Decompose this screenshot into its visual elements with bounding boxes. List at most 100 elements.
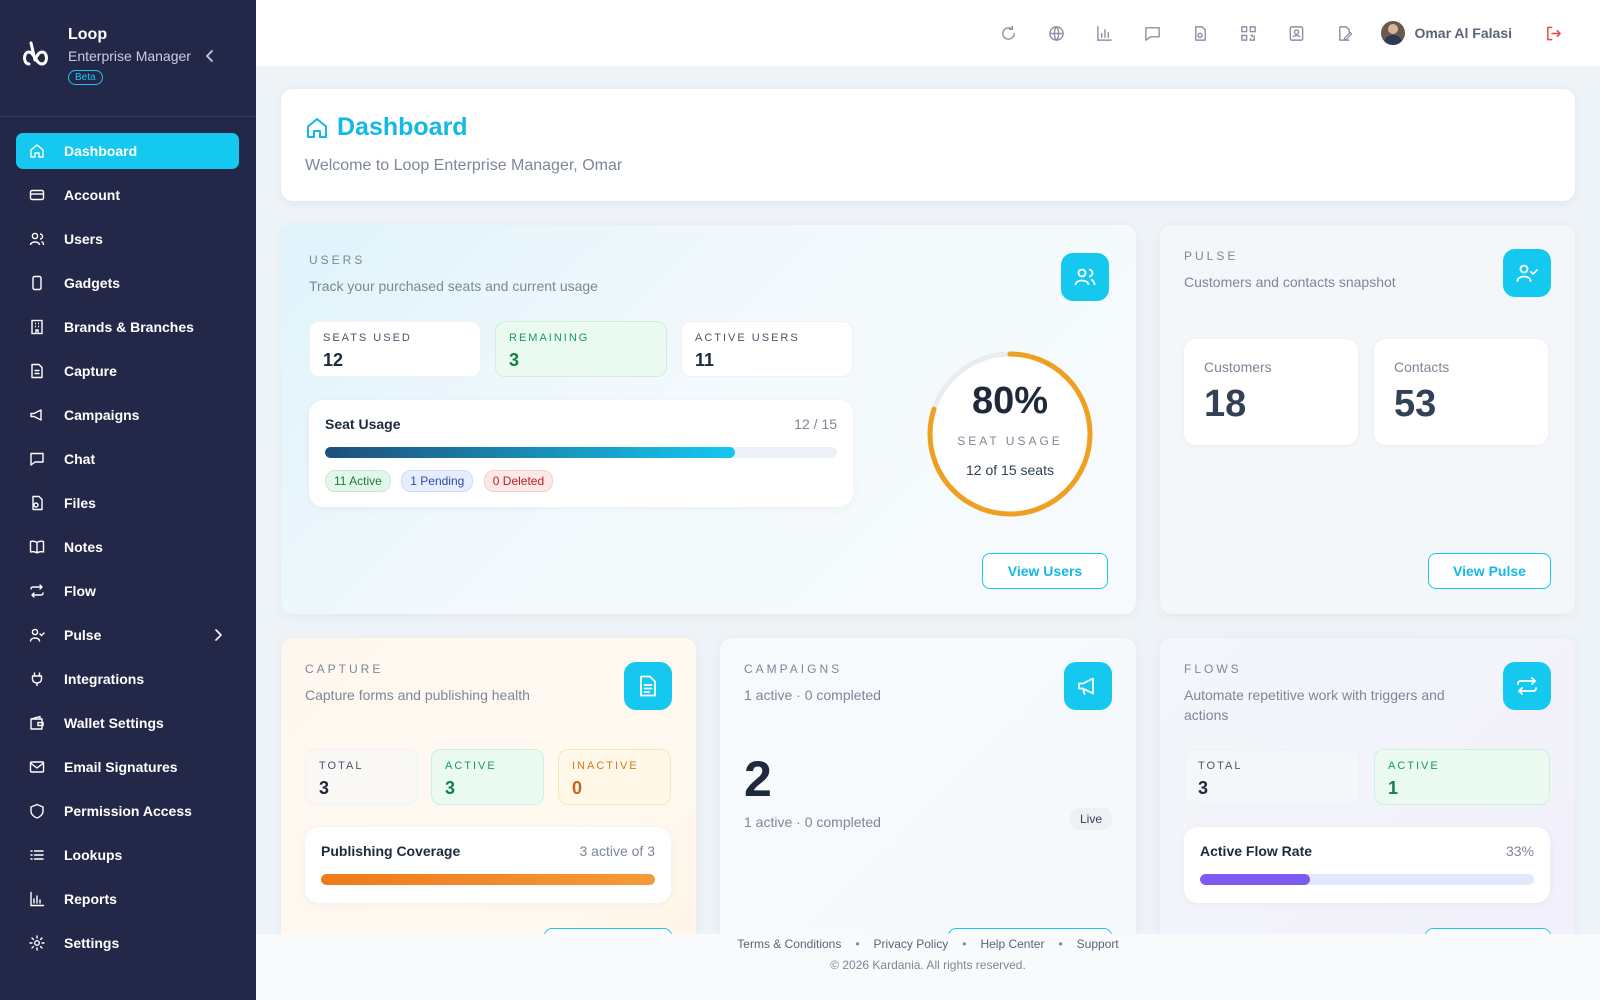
flows-subtitle: Automate repetitive work with triggers a… [1184,687,1445,723]
sidebar-item-settings[interactable]: Settings [16,925,239,961]
globe-icon[interactable] [1041,18,1071,48]
view-users-button[interactable]: View Users [982,553,1108,589]
sidebar-item-label: Brands & Branches [64,319,194,335]
megaphone-icon [28,406,46,424]
sidebar-item-label: Gadgets [64,275,121,291]
edit-icon[interactable] [1329,18,1359,48]
active-flow-rate-panel: Active Flow Rate 33% [1184,827,1550,903]
file-settings-icon[interactable] [1185,18,1215,48]
stat-value: 3 [319,778,330,798]
book-icon [28,538,46,556]
shield-icon [28,802,46,820]
remaining-stat: REMAINING 3 [495,321,667,377]
home-icon [28,142,46,160]
logout-icon[interactable] [1538,18,1568,48]
publishing-coverage-panel: Publishing Coverage 3 active of 3 [305,827,671,903]
sidebar-item-brands-branches[interactable]: Brands & Branches [16,309,239,345]
page-header: Dashboard Welcome to Loop Enterprise Man… [281,89,1575,201]
sidebar-item-label: Lookups [64,847,123,863]
seat-usage-track [325,447,837,458]
view-pulse-button[interactable]: View Pulse [1428,553,1551,589]
refresh-icon[interactable] [993,18,1023,48]
active-users-stat: ACTIVE USERS 11 [681,321,853,377]
users-subtitle: Track your purchased seats and current u… [309,278,598,294]
flows-card-icon [1503,662,1551,710]
sidebar-item-reports[interactable]: Reports [16,881,239,917]
sidebar-item-label: Campaigns [64,407,140,423]
stat-label: TOTAL [319,760,364,772]
contacts-value: 53 [1394,383,1437,425]
chart-icon [28,890,46,908]
flows-kicker: FLOWS [1184,662,1242,676]
campaigns-total: 2 [744,751,772,807]
flow-rate-title: Active Flow Rate [1200,843,1313,859]
avatar [1381,21,1406,45]
sidebar-item-label: Account [64,187,120,203]
sidebar-item-email-signatures[interactable]: Email Signatures [16,749,239,785]
coverage-title: Publishing Coverage [321,843,461,859]
wallet-icon [28,714,46,732]
user-name: Omar Al Falasi [1414,25,1512,41]
customers-value: 18 [1204,383,1247,425]
stat-label: REMAINING [509,332,590,344]
campaigns-card: CAMPAIGNS 1 active · 0 completed 2 1 act… [720,638,1136,948]
sidebar-item-files[interactable]: Files [16,485,239,521]
sidebar-item-dashboard[interactable]: Dashboard [16,133,239,169]
sidebar-item-pulse[interactable]: Pulse [16,617,239,653]
capture-inactive-stat: INACTIVE 0 [558,749,671,805]
users-icon [28,230,46,248]
footer-separator: • [1058,937,1063,951]
pending-chip: 1 Pending [401,470,474,492]
seats-used-stat: SEATS USED 12 [309,321,481,377]
sidebar-item-lookups[interactable]: Lookups [16,837,239,873]
coverage-track [321,874,655,885]
list-icon [28,846,46,864]
users-card: USERS Track your purchased seats and cur… [281,225,1136,614]
user-menu[interactable]: Omar Al Falasi [1381,21,1512,45]
contacts-label: Contacts [1394,359,1450,375]
capture-active-stat: ACTIVE 3 [431,749,544,805]
footer-separator: • [855,937,860,951]
sidebar-item-permission-access[interactable]: Permission Access [16,793,239,829]
copyright: © 2026 Kardania. All rights reserved. [830,958,1026,972]
sidebar-item-gadgets[interactable]: Gadgets [16,265,239,301]
chat-icon[interactable] [1137,18,1167,48]
seat-usage-title: Seat Usage [325,416,401,432]
sidebar-item-integrations[interactable]: Integrations [16,661,239,697]
stat-value: 1 [1388,778,1399,798]
sidebar-item-flow[interactable]: Flow [16,573,239,609]
capture-kicker: CAPTURE [305,662,384,676]
beta-badge: Beta [68,70,103,85]
collapse-sidebar-icon[interactable] [203,49,217,63]
status-chips: 11 Active 1 Pending 0 Deleted [325,470,559,492]
brand[interactable]: Loop Enterprise Manager Beta [20,24,217,85]
chevron-right-icon[interactable] [211,628,225,642]
footer-link-support[interactable]: Support [1076,937,1119,951]
bar-chart-icon[interactable] [1089,18,1119,48]
sidebar-item-capture[interactable]: Capture [16,353,239,389]
contact-icon[interactable] [1281,18,1311,48]
brand-product: Enterprise Manager [68,48,191,64]
sidebar-item-account[interactable]: Account [16,177,239,213]
seat-usage-value: 12 / 15 [794,416,837,432]
qr-code-icon[interactable] [1233,18,1263,48]
sidebar-item-chat[interactable]: Chat [16,441,239,477]
footer-link-help[interactable]: Help Center [980,937,1045,951]
user-check-icon [28,626,46,644]
footer-link-terms[interactable]: Terms & Conditions [737,937,842,951]
sidebar: Loop Enterprise Manager Beta Dashboard A… [0,0,256,1000]
users-card-icon [1061,253,1109,301]
deleted-chip: 0 Deleted [483,470,554,492]
sidebar-item-users[interactable]: Users [16,221,239,257]
campaigns-detail: 1 active · 0 completed [744,814,881,830]
ring-detail: 12 of 15 seats [966,462,1054,478]
footer-link-privacy[interactable]: Privacy Policy [873,937,949,951]
customers-box: Customers 18 [1184,339,1358,445]
sidebar-item-wallet-settings[interactable]: Wallet Settings [16,705,239,741]
sidebar-item-campaigns[interactable]: Campaigns [16,397,239,433]
sidebar-item-notes[interactable]: Notes [16,529,239,565]
sidebar-item-label: Notes [64,539,103,555]
brand-name: Loop [68,26,108,43]
customers-label: Customers [1204,359,1272,375]
contacts-box: Contacts 53 [1374,339,1548,445]
